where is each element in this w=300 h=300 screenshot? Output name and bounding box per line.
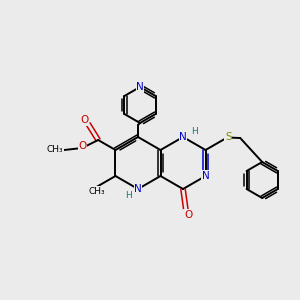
Text: CH₃: CH₃ bbox=[47, 146, 64, 154]
Text: H: H bbox=[126, 191, 132, 200]
Text: N: N bbox=[202, 171, 209, 181]
Text: O: O bbox=[78, 141, 86, 151]
Text: N: N bbox=[134, 184, 142, 194]
Text: O: O bbox=[80, 115, 88, 125]
Text: N: N bbox=[179, 132, 187, 142]
Text: S: S bbox=[225, 133, 232, 142]
Text: H: H bbox=[191, 128, 197, 136]
Text: CH₃: CH₃ bbox=[88, 187, 105, 196]
Text: O: O bbox=[184, 210, 192, 220]
Text: N: N bbox=[136, 82, 144, 92]
